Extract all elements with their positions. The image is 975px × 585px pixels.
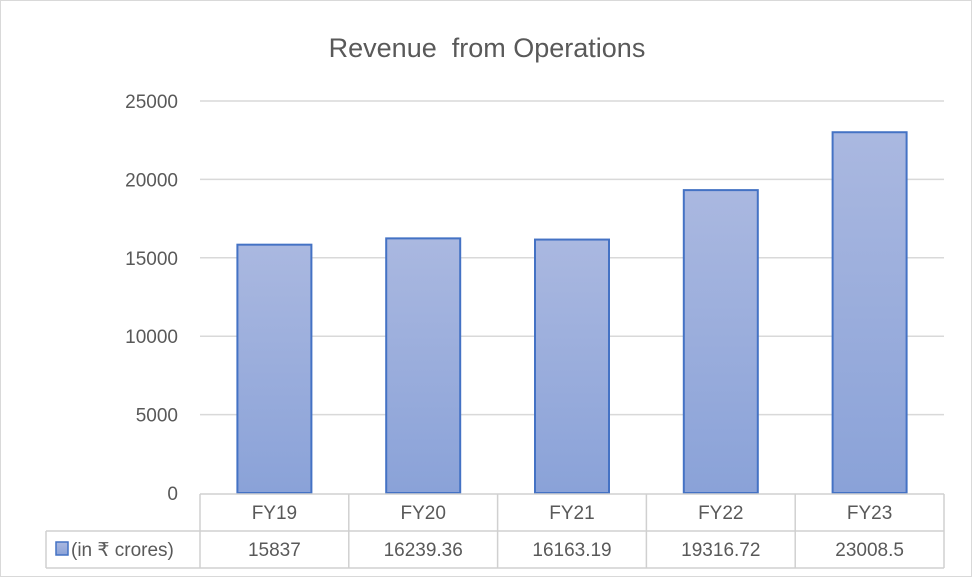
legend-key [55, 541, 69, 556]
data-label: 16163.19 [532, 540, 611, 561]
x-tick-label: FY22 [698, 503, 743, 524]
y-tick-label: 15000 [125, 249, 178, 270]
data-label: 23008.5 [835, 540, 904, 561]
x-tick-label: FY23 [847, 503, 892, 524]
x-tick-label: FY21 [549, 503, 594, 524]
bar-fy20 [385, 237, 462, 494]
bar-fy21 [534, 238, 610, 494]
bar-fy19 [236, 243, 313, 494]
bar-fy22 [682, 189, 759, 494]
data-label: 15837 [248, 540, 301, 561]
y-tick-label: 0 [167, 484, 178, 505]
y-tick-label: 10000 [125, 327, 178, 348]
chart-title: Revenue from Operations [329, 33, 646, 63]
data-label: 19316.72 [681, 540, 760, 561]
data-label: 16239.36 [384, 540, 463, 561]
x-tick-label: FY19 [252, 503, 297, 524]
bar-fy23 [831, 131, 908, 494]
x-tick-label: FY20 [400, 503, 445, 524]
y-tick-label: 5000 [136, 406, 178, 427]
legend-label: (in ₹ crores) [71, 540, 174, 561]
y-tick-label: 20000 [125, 170, 178, 191]
y-tick-label: 25000 [125, 92, 178, 113]
